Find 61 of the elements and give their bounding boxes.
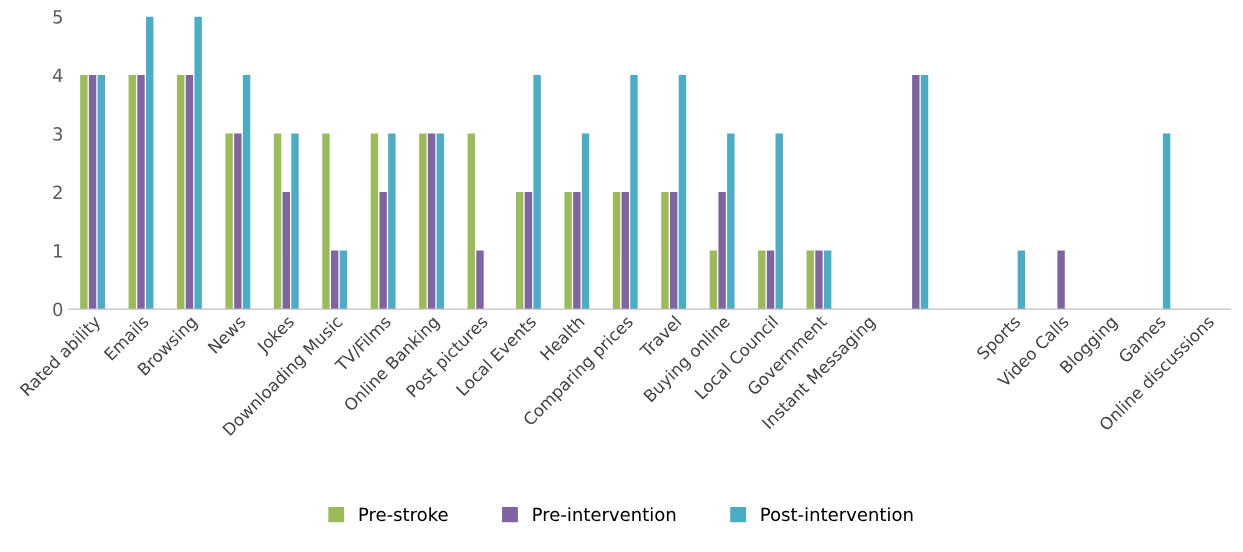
bar: [823, 250, 832, 310]
bar: [370, 133, 379, 310]
bar: [194, 16, 202, 310]
bar: [524, 192, 533, 310]
bar: [573, 192, 581, 310]
bar: [379, 192, 387, 310]
bar: [467, 133, 475, 310]
bar: [97, 75, 105, 310]
bar: [912, 75, 920, 310]
y-tick-label: 4: [52, 68, 63, 82]
bar: [339, 250, 348, 310]
bar: [282, 192, 290, 310]
bar: [669, 192, 678, 310]
bar: [678, 75, 687, 310]
bar: [515, 192, 524, 310]
bar: [419, 133, 427, 310]
bar: [476, 250, 484, 310]
bar: [234, 133, 242, 310]
bar: [427, 133, 436, 310]
y-tick-label: 0: [53, 302, 63, 317]
bar: [322, 133, 330, 310]
bar: [775, 133, 783, 310]
y-tick-label: 2: [53, 185, 62, 199]
bar: [630, 75, 638, 310]
bar: [533, 75, 541, 310]
bar: [436, 133, 444, 310]
bar: [242, 75, 251, 310]
y-tick-label: 3: [53, 127, 63, 141]
bar: [758, 250, 766, 310]
bar: [1017, 250, 1026, 310]
bar: [146, 16, 154, 310]
bar: [177, 75, 185, 310]
bar: [80, 75, 88, 310]
bar: [661, 192, 669, 310]
bar: [273, 133, 282, 310]
bar: [137, 75, 145, 310]
bar: [388, 133, 396, 310]
bar: [612, 192, 621, 310]
bar: [88, 75, 97, 310]
bar: [1057, 250, 1065, 310]
bar: [225, 133, 233, 310]
bar: [709, 250, 718, 310]
bar: [291, 133, 299, 310]
bar: [185, 75, 194, 310]
bar: [331, 250, 339, 310]
bar: [581, 133, 590, 310]
bar: [815, 250, 823, 310]
y-tick-label: 1: [54, 244, 62, 258]
bar: [128, 75, 136, 310]
bar: [564, 192, 572, 310]
bar: [766, 250, 775, 310]
bar: [806, 250, 814, 310]
bar: [920, 75, 929, 310]
bar: [1162, 133, 1171, 310]
legend-label: Post-intervention: [761, 507, 913, 522]
bar: [727, 133, 735, 310]
y-tick-label: 5: [53, 10, 62, 24]
bar: [718, 192, 726, 310]
legend-label: Pre-intervention: [533, 507, 676, 522]
legend-label: Pre-stroke: [359, 507, 448, 522]
bar: [621, 192, 629, 310]
